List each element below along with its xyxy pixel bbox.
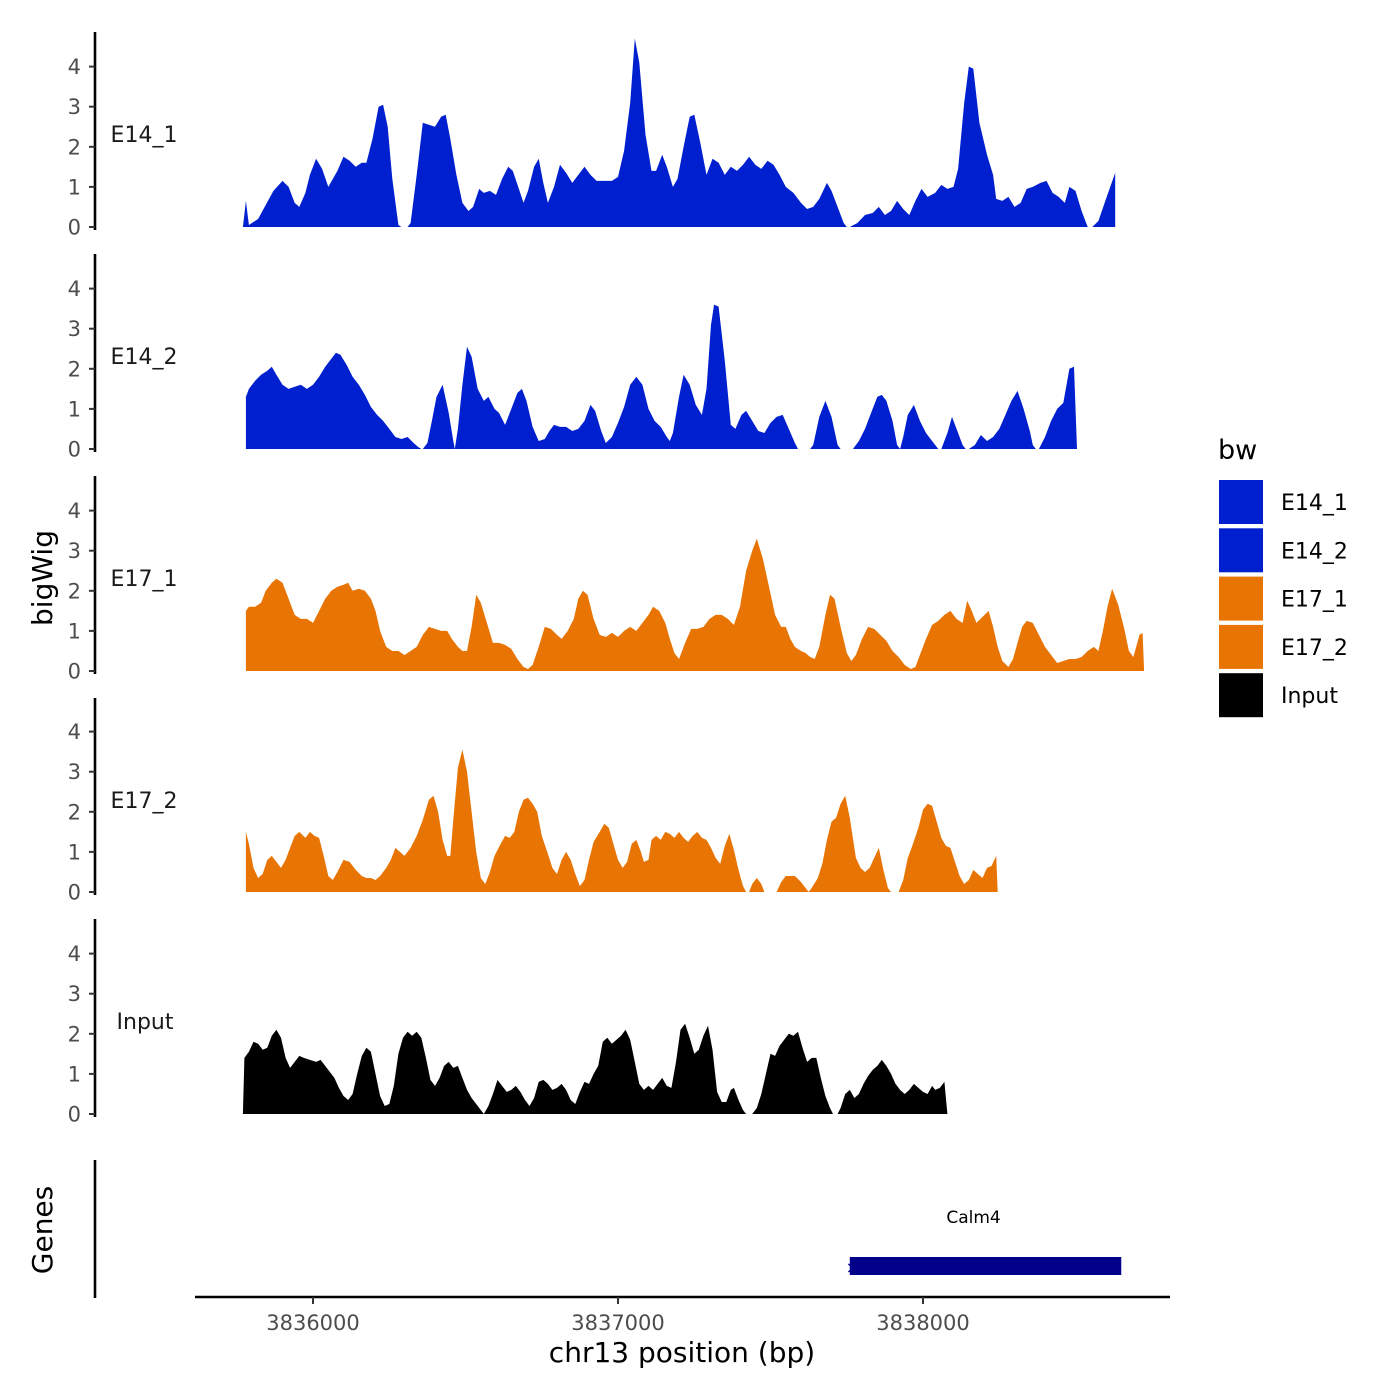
legend-swatch-input: [1219, 673, 1263, 718]
track-label: E17_2: [111, 789, 178, 814]
legend-label: E14_1: [1281, 491, 1348, 516]
y-tick-label: 1: [68, 619, 81, 643]
x-tick-label: 3838000: [876, 1311, 970, 1335]
track-label: E17_1: [111, 567, 178, 592]
y-tick-label: 4: [68, 55, 81, 79]
y-axis-title: bigWig: [26, 530, 59, 626]
legend-label: E17_2: [1281, 636, 1348, 661]
track-label: E14_1: [111, 123, 178, 148]
track-panel-e14_2: 0 1 2 3 4 E14_2: [68, 254, 1077, 462]
y-tick-label: 1: [68, 1062, 81, 1086]
y-tick-label: 2: [68, 357, 81, 381]
y-tick-label: 0: [68, 438, 81, 462]
x-tick-label: 3837000: [571, 1311, 665, 1335]
y-tick-label: 2: [68, 135, 81, 159]
gene-body-calm4: [849, 1257, 1122, 1275]
track-panel-input: 0 1 2 3 4 Input: [68, 919, 948, 1127]
y-tick-label: 3: [68, 317, 81, 341]
gene-label: Calm4: [946, 1208, 1000, 1228]
track-area-e17_1: [245, 538, 1145, 671]
y-tick-label: 2: [68, 1022, 81, 1046]
y-tick-label: 0: [68, 660, 81, 684]
y-tick-label: 3: [68, 95, 81, 119]
legend-title: bw: [1218, 435, 1257, 466]
y-tick-label: 2: [68, 800, 81, 824]
y-tick-label: 0: [68, 1103, 81, 1127]
y-tick-label: 4: [68, 499, 81, 523]
track-area-e17_2: [245, 749, 998, 892]
y-tick-label: 1: [68, 175, 81, 199]
genes-panel-label: Genes: [26, 1186, 59, 1274]
track-panel-e17_2: 0 1 2 3 4 E17_2: [68, 698, 998, 905]
track-panel-e17_1: 0 1 2 3 4 E17_1: [68, 476, 1145, 684]
track-area-e14_1: [242, 38, 1116, 227]
y-tick-label: 1: [68, 840, 81, 864]
y-tick-label: 4: [68, 277, 81, 301]
x-axis-title: chr13 position (bp): [549, 1336, 815, 1369]
legend-label: E17_1: [1281, 588, 1348, 613]
y-tick-label: 3: [68, 539, 81, 563]
y-tick-label: 4: [68, 720, 81, 744]
y-tick-label: 1: [68, 397, 81, 421]
legend-swatch-e17_2: [1219, 624, 1263, 669]
y-tick-label: 2: [68, 579, 81, 603]
y-tick-label: 0: [68, 881, 81, 905]
genes-panel: Genes × Calm4: [26, 1160, 1122, 1298]
legend: bw E14_1 E14_2 E17_1 E17_2 Input: [1218, 435, 1348, 718]
track-panel-e14_1: 0 1 2 3 4 E14_1: [68, 32, 1116, 240]
legend-swatch-e14_2: [1219, 528, 1263, 573]
x-tick-label: 3836000: [266, 1311, 360, 1335]
y-tick-label: 0: [68, 216, 81, 240]
track-label: Input: [117, 1010, 174, 1035]
legend-swatch-e17_1: [1219, 576, 1263, 621]
legend-label: E14_2: [1281, 539, 1348, 564]
track-area-e14_2: [245, 304, 1077, 449]
y-tick-label: 3: [68, 982, 81, 1006]
y-tick-label: 3: [68, 760, 81, 784]
y-tick-label: 4: [68, 942, 81, 966]
track-area-input: [242, 1023, 948, 1114]
legend-label: Input: [1281, 684, 1338, 709]
gene-strand-marker: ×: [846, 1258, 859, 1277]
legend-swatch-e14_1: [1219, 480, 1263, 524]
track-label: E14_2: [111, 345, 178, 370]
